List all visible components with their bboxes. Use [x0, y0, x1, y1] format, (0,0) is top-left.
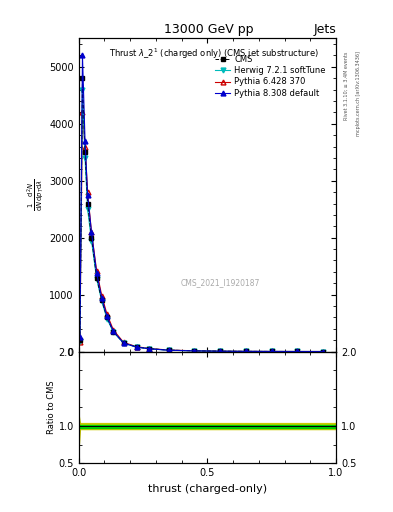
CMS — [105, 314, 109, 321]
CMS — [147, 346, 152, 352]
Herwig 7.2.1 softTune — [166, 347, 171, 353]
CMS — [80, 75, 85, 81]
Pythia 8.308 default — [105, 313, 109, 319]
Pythia 8.308 default — [321, 349, 325, 355]
Pythia 8.308 default — [295, 349, 300, 355]
Herwig 7.2.1 softTune — [295, 349, 300, 355]
Y-axis label: Ratio to CMS: Ratio to CMS — [47, 380, 55, 434]
Pythia 6.428 370 — [85, 189, 90, 195]
Pythia 6.428 370 — [244, 348, 248, 354]
CMS — [111, 329, 116, 335]
Pythia 8.308 default — [111, 328, 116, 334]
Pythia 6.428 370 — [134, 344, 139, 350]
Pythia 8.308 default — [244, 348, 248, 354]
Herwig 7.2.1 softTune — [83, 155, 87, 161]
CMS — [269, 348, 274, 354]
Pythia 6.428 370 — [83, 143, 87, 150]
Text: mcplots.cern.ch [arXiv:1306.3436]: mcplots.cern.ch [arXiv:1306.3436] — [356, 51, 361, 136]
Herwig 7.2.1 softTune — [134, 344, 139, 350]
Herwig 7.2.1 softTune — [105, 315, 109, 322]
Herwig 7.2.1 softTune — [94, 275, 99, 282]
Pythia 6.428 370 — [321, 349, 325, 355]
Text: Thrust $\lambda$_2$^1$ (charged only) (CMS jet substructure): Thrust $\lambda$_2$^1$ (charged only) (C… — [110, 46, 320, 60]
CMS — [89, 234, 94, 241]
CMS — [244, 348, 248, 354]
CMS — [192, 348, 197, 354]
Pythia 6.428 370 — [166, 347, 171, 353]
Pythia 6.428 370 — [269, 348, 274, 354]
Pythia 8.308 default — [192, 348, 197, 354]
Pythia 8.308 default — [83, 138, 87, 144]
Herwig 7.2.1 softTune — [121, 340, 126, 346]
CMS — [218, 348, 222, 354]
Line: Pythia 8.308 default: Pythia 8.308 default — [77, 53, 325, 354]
Herwig 7.2.1 softTune — [269, 348, 274, 354]
X-axis label: thrust (charged-only): thrust (charged-only) — [148, 484, 267, 494]
Pythia 6.428 370 — [295, 348, 300, 354]
Pythia 6.428 370 — [99, 293, 104, 299]
CMS — [99, 297, 104, 304]
Line: Herwig 7.2.1 softTune: Herwig 7.2.1 softTune — [77, 87, 325, 354]
Herwig 7.2.1 softTune — [80, 87, 85, 93]
Line: Pythia 6.428 370: Pythia 6.428 370 — [77, 110, 325, 354]
Herwig 7.2.1 softTune — [218, 348, 222, 354]
Pythia 8.308 default — [166, 347, 171, 353]
Pythia 6.428 370 — [121, 339, 126, 346]
Herwig 7.2.1 softTune — [244, 348, 248, 354]
CMS — [321, 349, 325, 355]
Pythia 6.428 370 — [105, 311, 109, 317]
CMS — [134, 344, 139, 350]
Pythia 8.308 default — [134, 344, 139, 350]
CMS — [94, 274, 99, 281]
Text: Jets: Jets — [313, 23, 336, 36]
Herwig 7.2.1 softTune — [77, 338, 82, 345]
Herwig 7.2.1 softTune — [85, 206, 90, 212]
CMS — [121, 340, 126, 346]
Herwig 7.2.1 softTune — [111, 329, 116, 335]
Pythia 8.308 default — [99, 295, 104, 301]
Y-axis label: $\frac{1}{\mathrm{d}N}\frac{\mathrm{d}^2N}{\mathrm{d}p_T\mathrm{d}\lambda}$: $\frac{1}{\mathrm{d}N}\frac{\mathrm{d}^2… — [26, 179, 46, 211]
Line: CMS: CMS — [77, 76, 325, 354]
CMS — [166, 347, 171, 353]
Pythia 6.428 370 — [94, 268, 99, 274]
CMS — [77, 337, 82, 343]
Pythia 6.428 370 — [147, 346, 152, 352]
Pythia 6.428 370 — [192, 348, 197, 354]
Pythia 6.428 370 — [77, 339, 82, 346]
Pythia 8.308 default — [121, 340, 126, 346]
Pythia 8.308 default — [269, 348, 274, 354]
Pythia 6.428 370 — [218, 348, 222, 354]
Text: 13000 GeV pp: 13000 GeV pp — [163, 23, 253, 36]
CMS — [83, 149, 87, 155]
Pythia 6.428 370 — [80, 110, 85, 116]
Herwig 7.2.1 softTune — [147, 346, 152, 352]
Pythia 8.308 default — [85, 192, 90, 198]
Pythia 8.308 default — [147, 346, 152, 352]
Text: Rivet 3.1.10; ≥ 3.4M events: Rivet 3.1.10; ≥ 3.4M events — [344, 51, 349, 120]
Herwig 7.2.1 softTune — [192, 348, 197, 354]
Pythia 6.428 370 — [111, 327, 116, 333]
Text: CMS_2021_I1920187: CMS_2021_I1920187 — [180, 278, 260, 287]
Pythia 6.428 370 — [89, 229, 94, 235]
Pythia 8.308 default — [80, 52, 85, 58]
CMS — [295, 348, 300, 354]
Herwig 7.2.1 softTune — [99, 298, 104, 305]
Herwig 7.2.1 softTune — [89, 238, 94, 244]
Pythia 8.308 default — [89, 229, 94, 235]
CMS — [85, 200, 90, 206]
Pythia 8.308 default — [77, 334, 82, 340]
Pythia 8.308 default — [218, 348, 222, 354]
Pythia 8.308 default — [94, 270, 99, 276]
Herwig 7.2.1 softTune — [321, 349, 325, 355]
Legend: CMS, Herwig 7.2.1 softTune, Pythia 6.428 370, Pythia 8.308 default: CMS, Herwig 7.2.1 softTune, Pythia 6.428… — [212, 52, 329, 101]
